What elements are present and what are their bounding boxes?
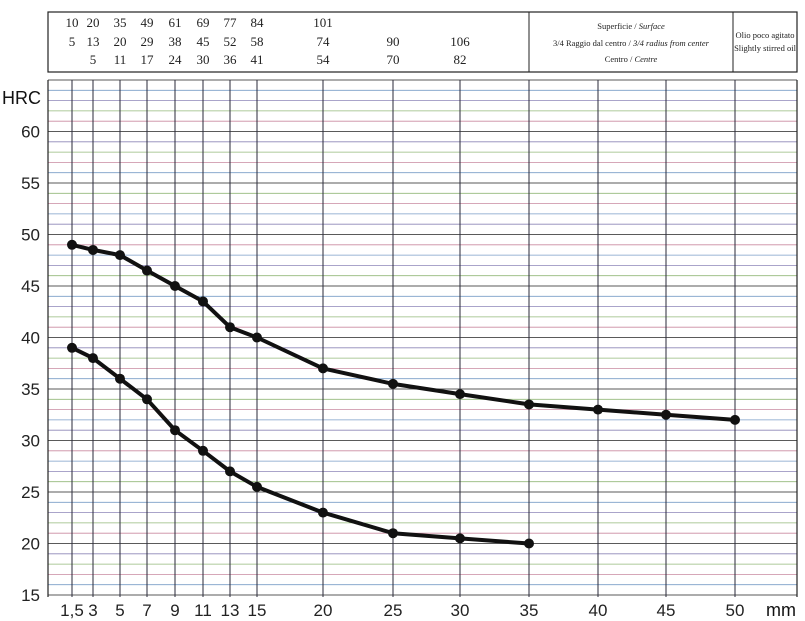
header-frame — [47, 11, 798, 73]
header-value: 38 — [169, 34, 182, 49]
x-tick-label: 30 — [451, 601, 470, 620]
x-tick-label: 35 — [520, 601, 539, 620]
legend-three-quarter-radius: 3/4 Raggio dal centro / 3/4 radius from … — [553, 38, 710, 48]
y-tick-label: 55 — [21, 174, 40, 193]
header-value: 90 — [387, 34, 400, 49]
header-value: 77 — [224, 15, 238, 30]
x-tick-label: 50 — [726, 601, 745, 620]
x-tick-label: 3 — [88, 601, 97, 620]
header-value: 24 — [169, 52, 183, 67]
y-tick-label: 50 — [21, 226, 40, 245]
series-2-point — [67, 342, 77, 353]
y-tick-label: 60 — [21, 123, 40, 142]
header-value: 54 — [317, 52, 331, 67]
x-tick-label: 40 — [589, 601, 608, 620]
y-axis-label: HRC — [2, 88, 41, 108]
legend-centre: Centro / Centre — [605, 54, 658, 64]
x-tick-label: 13 — [221, 601, 240, 620]
header-value: 5 — [90, 52, 97, 67]
x-tick-label: 9 — [170, 601, 179, 620]
series-2-point — [225, 466, 235, 477]
x-tick-label: 20 — [314, 601, 333, 620]
series-1-point — [593, 404, 603, 415]
series-1-point — [661, 409, 671, 420]
header-value: 20 — [87, 15, 100, 30]
header-value: 35 — [114, 15, 127, 30]
chart-grid — [47, 79, 798, 597]
header-value: 29 — [141, 34, 154, 49]
series-2-point — [115, 373, 125, 384]
header-value: 106 — [450, 34, 470, 49]
header-value: 82 — [454, 52, 467, 67]
header-value: 17 — [141, 52, 155, 67]
series-1-point — [455, 389, 465, 400]
series-1-point — [88, 244, 98, 255]
series-1-point — [318, 363, 328, 374]
legend-medium: Slightly stirred oil — [734, 43, 797, 53]
series-1-point — [115, 250, 125, 261]
x-tick-label: 15 — [248, 601, 267, 620]
series-2-point — [455, 533, 465, 544]
x-tick-label: 5 — [115, 601, 124, 620]
header-value: 74 — [317, 34, 331, 49]
series-1-point — [730, 414, 740, 425]
series-2-point — [142, 394, 152, 405]
legend-surface: Superficie / Surface — [597, 21, 665, 31]
chart-series — [67, 239, 740, 549]
x-tick-label: 45 — [657, 601, 676, 620]
series-1-point — [225, 322, 235, 333]
x-axis-label: mm — [766, 600, 796, 620]
header-value: 84 — [251, 15, 265, 30]
series-2-point — [88, 353, 98, 364]
y-tick-label: 45 — [21, 277, 40, 296]
header-value: 41 — [251, 52, 264, 67]
series-2-point — [198, 445, 208, 456]
series-2-point — [318, 507, 328, 518]
series-1-point — [252, 332, 262, 343]
header-value: 61 — [169, 15, 182, 30]
header-value: 30 — [197, 52, 210, 67]
y-tick-label: 30 — [21, 432, 40, 451]
header-value: 52 — [224, 34, 237, 49]
header-value: 45 — [197, 34, 210, 49]
header-value: 49 — [141, 15, 154, 30]
x-tick-label: 11 — [194, 601, 212, 620]
x-tick-label: 1,5 — [60, 601, 84, 620]
y-tick-label: 25 — [21, 483, 40, 502]
header-value: 70 — [387, 52, 400, 67]
header-value: 58 — [251, 34, 264, 49]
x-tick-label: 25 — [384, 601, 403, 620]
y-tick-label: 20 — [21, 535, 40, 554]
y-tick-label: 35 — [21, 380, 40, 399]
header-value: 11 — [114, 52, 127, 67]
series-1-point — [170, 281, 180, 291]
series-line-2 — [70, 345, 531, 546]
series-1-point — [67, 239, 77, 250]
header-value: 101 — [313, 15, 333, 30]
series-1-point — [524, 399, 534, 410]
y-tick-label: 15 — [21, 586, 40, 605]
header-value: 36 — [224, 52, 238, 67]
header-value: 10 — [66, 15, 79, 30]
header-value: 13 — [87, 34, 100, 49]
header-value: 5 — [69, 34, 76, 49]
header-table: 10 20 35 49 61 69 77 84 101 5 13 20 29 38 45 52 58 74 90 10… — [47, 11, 798, 73]
series-2-point — [252, 481, 262, 492]
y-tick-label: 40 — [21, 329, 40, 348]
series-line-1 — [70, 242, 737, 422]
series-2-point — [524, 538, 534, 549]
series-1-point — [198, 296, 208, 307]
series-2-point — [170, 425, 180, 436]
header-value: 69 — [197, 15, 210, 30]
series-1-point — [142, 265, 152, 276]
header-value: 20 — [114, 34, 127, 49]
series-1-point — [388, 378, 398, 389]
series-2-point — [388, 528, 398, 539]
legend-medium: Olio poco agitato — [735, 30, 794, 40]
x-tick-label: 7 — [142, 601, 151, 620]
